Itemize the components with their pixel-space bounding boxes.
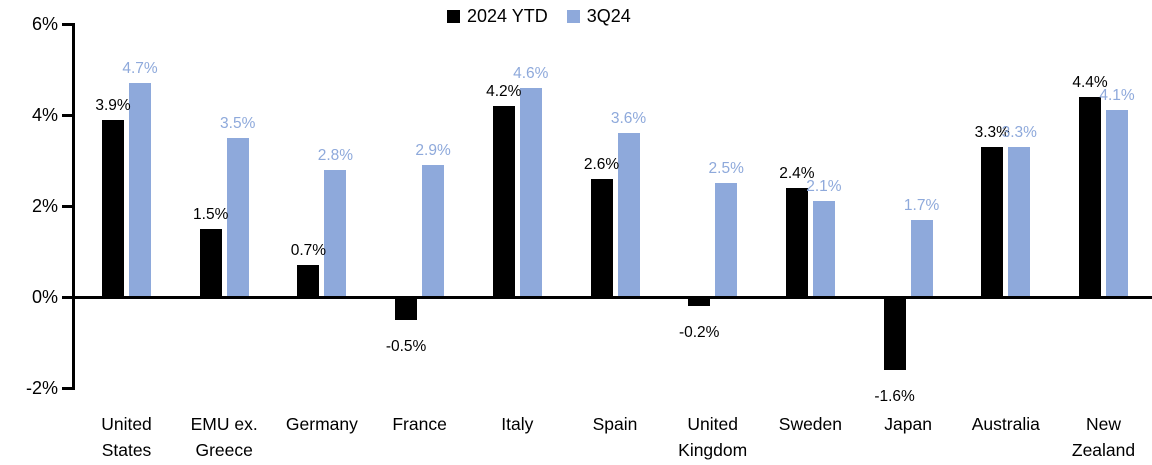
data-label-3q24: 3.3%	[1001, 123, 1037, 141]
legend-label-3q24: 3Q24	[586, 6, 631, 26]
y-axis-tick-label: 6%	[31, 14, 58, 34]
bar-2024-ytd	[395, 297, 418, 320]
bar-3q24	[812, 201, 835, 297]
data-label-2024-ytd: 2.6%	[583, 155, 620, 173]
bar-2024-ytd	[883, 297, 906, 370]
y-axis-tick-label: 0%	[31, 287, 58, 307]
bar-2024-ytd	[590, 178, 613, 297]
bar-3q24	[1106, 110, 1128, 297]
bar-2024-ytd	[492, 105, 515, 297]
bar-3q24	[422, 165, 445, 297]
bar-3q24	[910, 219, 933, 297]
data-label-2024-ytd: 3.9%	[95, 96, 131, 114]
bar-2024-ytd	[199, 228, 222, 297]
data-label-3q24: 4.6%	[513, 64, 549, 82]
data-label-3q24: 2.1%	[806, 178, 842, 196]
data-label-3q24: 2.8%	[317, 146, 354, 164]
category-label: Spain	[592, 414, 638, 434]
data-label-3q24: 4.7%	[122, 60, 158, 78]
x-axis	[72, 295, 1152, 299]
data-label-2024-ytd: 1.5%	[193, 205, 229, 223]
data-label-2024-ytd: 4.4%	[1072, 73, 1108, 91]
bar-2024-ytd	[981, 146, 1004, 297]
category-label: France	[392, 414, 447, 434]
bar-3q24	[324, 169, 347, 297]
legend-item-3q24: 3Q24	[566, 6, 631, 26]
legend-swatch-2024-ytd	[447, 9, 460, 23]
y-axis-tick-label: 4%	[31, 105, 58, 125]
bar-3q24	[129, 83, 151, 297]
bar-2024-ytd	[102, 119, 124, 297]
category-label: Japan	[884, 414, 932, 434]
y-axis-tick-mark	[62, 386, 75, 390]
y-axis-tick-label: -2%	[25, 378, 58, 398]
bar-2024-ytd	[297, 265, 320, 297]
data-label-2024-ytd: 0.7%	[290, 242, 327, 260]
data-label-3q24: 3.5%	[220, 114, 256, 132]
bar-3q24	[226, 137, 249, 297]
legend-swatch-3q24	[566, 9, 580, 23]
y-axis	[72, 22, 75, 390]
data-label-3q24: 1.7%	[903, 196, 940, 214]
data-label-2024-ytd: -0.5%	[385, 337, 427, 355]
data-label-2024-ytd: 2.4%	[779, 164, 815, 182]
y-axis-tick-mark	[62, 22, 75, 26]
category-label: Italy	[501, 414, 534, 434]
y-axis-tick-mark	[62, 113, 75, 117]
category-label: EMU ex. Greece	[190, 414, 258, 460]
category-label: Germany	[285, 414, 358, 434]
data-label-3q24: 2.9%	[415, 142, 451, 160]
legend: 2024 YTD 3Q24	[447, 7, 631, 25]
category-label: Australia	[971, 414, 1040, 434]
bar-3q24	[1008, 146, 1031, 297]
legend-label-2024-ytd: 2024 YTD	[467, 6, 548, 26]
data-label-2024-ytd: -0.2%	[678, 324, 720, 342]
category-label: United States	[101, 414, 152, 460]
legend-item-2024-ytd: 2024 YTD	[447, 7, 548, 25]
data-label-3q24: 2.5%	[708, 160, 744, 178]
data-label-3q24: 3.6%	[610, 110, 647, 128]
bar-2024-ytd	[785, 187, 808, 297]
bar-3q24	[715, 183, 738, 297]
bar-3q24	[617, 133, 640, 297]
bar-2024-ytd	[1079, 96, 1101, 297]
category-label: United Kingdom	[678, 414, 748, 460]
data-label-2024-ytd: 3.3%	[974, 123, 1010, 141]
category-label: Sweden	[778, 414, 843, 434]
bar-3q24	[519, 87, 542, 297]
category-label: New Zealand	[1071, 414, 1136, 460]
data-label-2024-ytd: 4.2%	[486, 82, 522, 100]
y-axis-tick-label: 2%	[31, 196, 58, 216]
data-label-2024-ytd: -1.6%	[874, 387, 915, 405]
y-axis-tick-mark	[62, 295, 75, 299]
y-axis-tick-mark	[62, 204, 75, 208]
data-label-3q24: 4.1%	[1099, 87, 1135, 105]
bar-2024-ytd	[688, 297, 711, 307]
